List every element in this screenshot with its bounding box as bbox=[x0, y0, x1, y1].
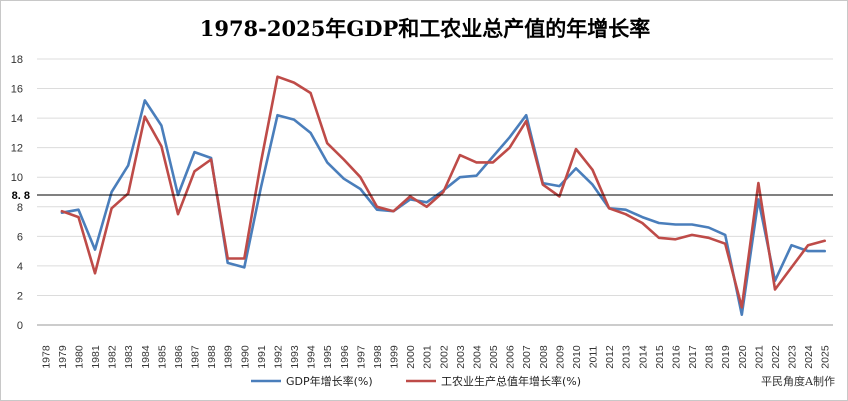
credit-text: 平民角度A制作 bbox=[761, 374, 835, 388]
x-tick-label: 2002 bbox=[438, 345, 450, 369]
x-tick-label: 2023 bbox=[787, 345, 799, 369]
y-axis-ticks: 0 2 4 6 8 10 12 14 16 18 bbox=[11, 54, 23, 332]
y-tick-label: 2 bbox=[17, 290, 23, 302]
x-tick-label: 2016 bbox=[670, 345, 682, 369]
x-tick-label: 2005 bbox=[488, 345, 500, 369]
x-tick-label: 1994 bbox=[306, 345, 318, 369]
grid bbox=[37, 58, 833, 326]
y-tick-label: 10 bbox=[11, 172, 23, 184]
x-tick-label: 1988 bbox=[206, 345, 218, 369]
x-tick-label: 2008 bbox=[538, 345, 550, 369]
y-tick-label: 18 bbox=[11, 54, 23, 66]
reference-line-label: 8. 8 bbox=[12, 190, 30, 202]
x-tick-label: 1979 bbox=[57, 345, 69, 369]
x-tick-label: 2019 bbox=[720, 345, 732, 369]
reference-line-group: 8. 8 bbox=[12, 190, 833, 202]
x-tick-label: 2010 bbox=[571, 345, 583, 369]
x-axis-ticks: 1978 1979 1980 1981 1982 1983 1984 1985 1986 1987… bbox=[40, 345, 831, 369]
x-tick-label: 2022 bbox=[770, 345, 782, 369]
x-tick-label: 1990 bbox=[239, 345, 251, 369]
y-tick-label: 6 bbox=[17, 231, 23, 243]
x-tick-label: 2018 bbox=[704, 345, 716, 369]
x-tick-label: 1997 bbox=[355, 345, 367, 369]
y-tick-label: 0 bbox=[17, 320, 23, 332]
x-tick-label: 1987 bbox=[190, 345, 202, 369]
x-tick-label: 2006 bbox=[505, 345, 517, 369]
x-tick-label: 1981 bbox=[90, 345, 102, 369]
x-tick-label: 1991 bbox=[256, 345, 268, 369]
legend: GDP年增长率(%) 工农业生产总值年增长率(%) bbox=[251, 374, 581, 388]
x-tick-label: 1986 bbox=[173, 345, 185, 369]
x-tick-label: 2000 bbox=[405, 345, 417, 369]
x-tick-label: 2007 bbox=[521, 345, 533, 369]
x-tick-label: 2015 bbox=[654, 345, 666, 369]
y-tick-label: 14 bbox=[11, 113, 23, 125]
x-tick-label: 2003 bbox=[455, 345, 467, 369]
legend-label-gdp: GDP年增长率(%) bbox=[286, 374, 373, 388]
chart-title: 1978-2025年GDP和工农业总产值的年增长率 bbox=[200, 16, 651, 41]
x-tick-label: 1989 bbox=[223, 345, 235, 369]
y-tick-label: 12 bbox=[11, 143, 23, 155]
x-tick-label: 2004 bbox=[471, 345, 483, 369]
x-tick-label: 1999 bbox=[389, 345, 401, 369]
x-tick-label: 1995 bbox=[322, 345, 334, 369]
x-tick-label: 2024 bbox=[803, 345, 815, 369]
x-tick-label: 1983 bbox=[123, 345, 135, 369]
x-tick-label: 2017 bbox=[687, 345, 699, 369]
x-tick-label: 1982 bbox=[107, 345, 119, 369]
series-lines bbox=[60, 75, 826, 316]
x-tick-label: 2001 bbox=[422, 345, 434, 369]
x-tick-label: 2012 bbox=[604, 345, 616, 369]
x-tick-label: 1985 bbox=[156, 345, 168, 369]
x-tick-label: 2013 bbox=[621, 345, 633, 369]
x-tick-label: 1998 bbox=[372, 345, 384, 369]
x-tick-label: 2021 bbox=[753, 345, 765, 369]
x-tick-label: 1984 bbox=[140, 345, 152, 369]
y-tick-label: 8 bbox=[17, 202, 23, 214]
x-tick-label: 1980 bbox=[73, 345, 85, 369]
legend-label-industry: 工农业生产总值年增长率(%) bbox=[441, 374, 581, 388]
x-tick-label: 1996 bbox=[339, 345, 351, 369]
x-tick-label: 1978 bbox=[40, 345, 52, 369]
x-tick-label: 2011 bbox=[588, 346, 600, 369]
y-tick-label: 16 bbox=[11, 84, 23, 96]
x-tick-label: 2025 bbox=[820, 345, 832, 369]
x-tick-label: 1993 bbox=[289, 345, 301, 369]
x-tick-label: 1992 bbox=[272, 345, 284, 369]
x-tick-label: 2014 bbox=[637, 345, 649, 369]
industry-agriculture-growth-line bbox=[60, 75, 826, 309]
x-tick-label: 2009 bbox=[554, 345, 566, 369]
y-tick-label: 4 bbox=[17, 261, 23, 273]
x-tick-label: 2020 bbox=[737, 345, 749, 369]
